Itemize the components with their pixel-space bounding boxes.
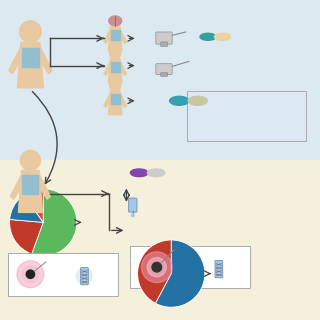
Circle shape [20,150,40,170]
Polygon shape [104,29,113,43]
Polygon shape [104,93,113,107]
Wedge shape [10,195,43,222]
Circle shape [109,48,121,59]
FancyBboxPatch shape [81,268,88,285]
FancyBboxPatch shape [156,64,172,75]
Polygon shape [116,30,120,40]
Circle shape [147,258,166,277]
Wedge shape [32,189,77,256]
Polygon shape [18,43,44,88]
Ellipse shape [109,16,122,26]
FancyBboxPatch shape [156,32,172,44]
Polygon shape [111,94,115,104]
Polygon shape [19,170,43,212]
Polygon shape [118,29,126,43]
Circle shape [152,262,162,272]
Wedge shape [138,240,171,303]
Ellipse shape [214,33,230,40]
Polygon shape [111,62,115,72]
Ellipse shape [188,96,207,105]
FancyBboxPatch shape [161,73,168,76]
Ellipse shape [147,169,165,177]
Circle shape [141,252,172,283]
FancyBboxPatch shape [161,42,168,46]
Circle shape [109,16,121,27]
Circle shape [22,266,39,283]
Circle shape [26,270,35,278]
Bar [0,0,320,160]
Polygon shape [118,61,126,75]
Bar [187,91,306,141]
Circle shape [132,214,134,217]
Circle shape [17,261,44,288]
Polygon shape [9,47,25,74]
FancyBboxPatch shape [215,260,223,278]
Polygon shape [31,48,39,68]
Polygon shape [35,174,51,199]
Polygon shape [10,174,26,199]
Bar [0,160,320,320]
Polygon shape [116,94,120,104]
Polygon shape [22,175,30,194]
Polygon shape [118,93,126,107]
Ellipse shape [170,96,189,105]
Wedge shape [156,240,205,307]
Polygon shape [104,61,113,75]
Polygon shape [111,30,115,40]
Wedge shape [10,220,43,254]
Ellipse shape [131,169,148,177]
Polygon shape [31,175,38,194]
Polygon shape [116,62,120,72]
Circle shape [20,21,41,43]
Polygon shape [108,59,122,83]
Polygon shape [22,48,29,68]
Bar [130,246,250,288]
Polygon shape [108,27,122,51]
Wedge shape [24,189,43,222]
Polygon shape [36,47,52,74]
Circle shape [109,80,121,91]
Bar [8,253,118,296]
Circle shape [76,268,92,284]
Polygon shape [108,91,122,115]
FancyBboxPatch shape [129,198,137,212]
Ellipse shape [200,33,216,40]
